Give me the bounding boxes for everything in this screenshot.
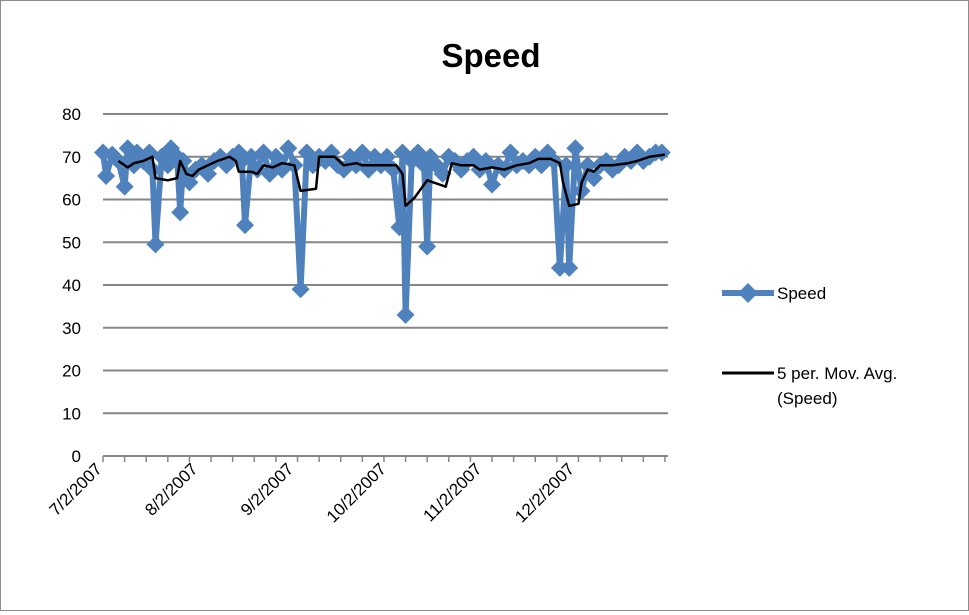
y-tick-label-30: 30: [62, 319, 81, 338]
y-axis-ticks: 0 10 20 30 40 50 60 70 80: [62, 105, 81, 466]
x-tick-label: 10/2/2007: [323, 459, 390, 526]
legend-moving-average-label: 5 per. Mov. Avg. (Speed): [777, 364, 902, 408]
speed-point: [390, 218, 409, 237]
speed-point: [146, 235, 165, 254]
speed-point: [198, 164, 217, 183]
speed-point: [652, 143, 671, 162]
y-tick-label-60: 60: [62, 191, 81, 210]
speed-point: [115, 177, 134, 196]
x-axis: [102, 455, 668, 462]
speed-point: [396, 305, 415, 324]
x-tick-label: 12/2/2007: [511, 459, 578, 526]
speed-point: [97, 166, 116, 185]
speed-point: [501, 143, 520, 162]
speed-point: [550, 258, 569, 277]
speed-point: [180, 173, 199, 192]
speed-point: [266, 147, 285, 166]
speed-point: [418, 237, 437, 256]
speed-point: [279, 139, 298, 158]
speed-point: [566, 139, 585, 158]
y-tick-label-40: 40: [62, 276, 81, 295]
speed-point: [291, 280, 310, 299]
legend-speed-label: Speed: [777, 284, 826, 303]
series-layer: [94, 139, 671, 324]
speed-point: [378, 147, 397, 166]
y-tick-label-20: 20: [62, 362, 81, 381]
legend: Speed 5 per. Mov. Avg. (Speed): [722, 283, 902, 408]
y-tick-label-50: 50: [62, 233, 81, 252]
speed-point: [143, 160, 162, 179]
x-tick-label: 7/2/2007: [46, 459, 106, 519]
legend-speed-marker: [738, 283, 758, 303]
x-tick-label: 11/2/2007: [420, 459, 486, 525]
speed-point: [236, 216, 255, 235]
speed-point: [171, 203, 190, 222]
x-tick-label: 9/2/2007: [237, 459, 297, 519]
speed-point: [584, 169, 603, 188]
y-tick-label-70: 70: [62, 148, 81, 167]
x-tick-label: 8/2/2007: [141, 459, 201, 519]
speed-point: [483, 175, 502, 194]
gridlines: [103, 113, 668, 415]
y-tick-label-80: 80: [62, 105, 81, 124]
speed-point: [560, 258, 579, 277]
y-tick-label-0: 0: [72, 447, 81, 466]
x-axis-ticks: 7/2/2007 8/2/2007 9/2/2007 10/2/2007 11/2/20…: [46, 459, 579, 526]
moving-average-series-line: [117, 153, 666, 208]
speed-point: [578, 156, 597, 175]
chart-title: Speed: [441, 37, 540, 74]
y-tick-label-10: 10: [62, 404, 81, 423]
